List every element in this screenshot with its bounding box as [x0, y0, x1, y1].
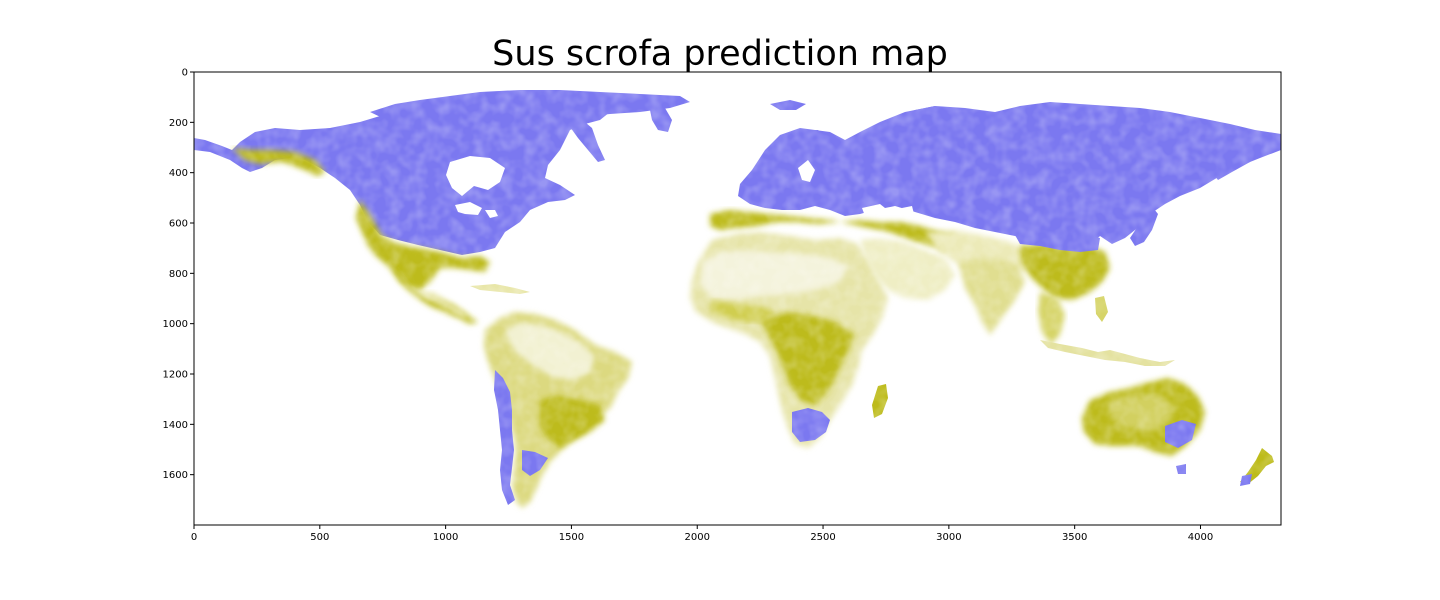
axes-frame: [193, 71, 1282, 526]
x-tick-label: 2500: [810, 532, 835, 543]
x-tick-label: 1000: [433, 532, 458, 543]
y-axis: 0 200 400 600 800 1000 1200 1400 1600: [163, 68, 194, 481]
y-tick-label: 200: [169, 118, 188, 129]
y-tick-label: 1000: [163, 319, 188, 330]
y-tick-label: 1400: [163, 420, 188, 431]
x-tick-label: 3500: [1062, 532, 1087, 543]
x-tick-label: 2000: [685, 532, 710, 543]
y-tick-label: 0: [182, 68, 188, 79]
x-tick-label: 1500: [559, 532, 584, 543]
x-axis: 0 500 1000 1500 2000 2500 3000 3500 4000: [191, 525, 1213, 543]
x-tick-label: 0: [191, 532, 197, 543]
land-masses: [194, 72, 1281, 525]
y-tick-label: 800: [169, 269, 188, 280]
texture-overlay: [194, 72, 1281, 525]
chart-title: Sus scrofa prediction map: [492, 34, 948, 74]
y-tick-label: 400: [169, 168, 188, 179]
y-tick-label: 1600: [163, 470, 188, 481]
x-tick-label: 500: [310, 532, 329, 543]
y-tick-label: 600: [169, 219, 188, 230]
y-tick-label: 1200: [163, 370, 188, 381]
x-tick-label: 3000: [936, 532, 961, 543]
x-tick-label: 4000: [1188, 532, 1213, 543]
